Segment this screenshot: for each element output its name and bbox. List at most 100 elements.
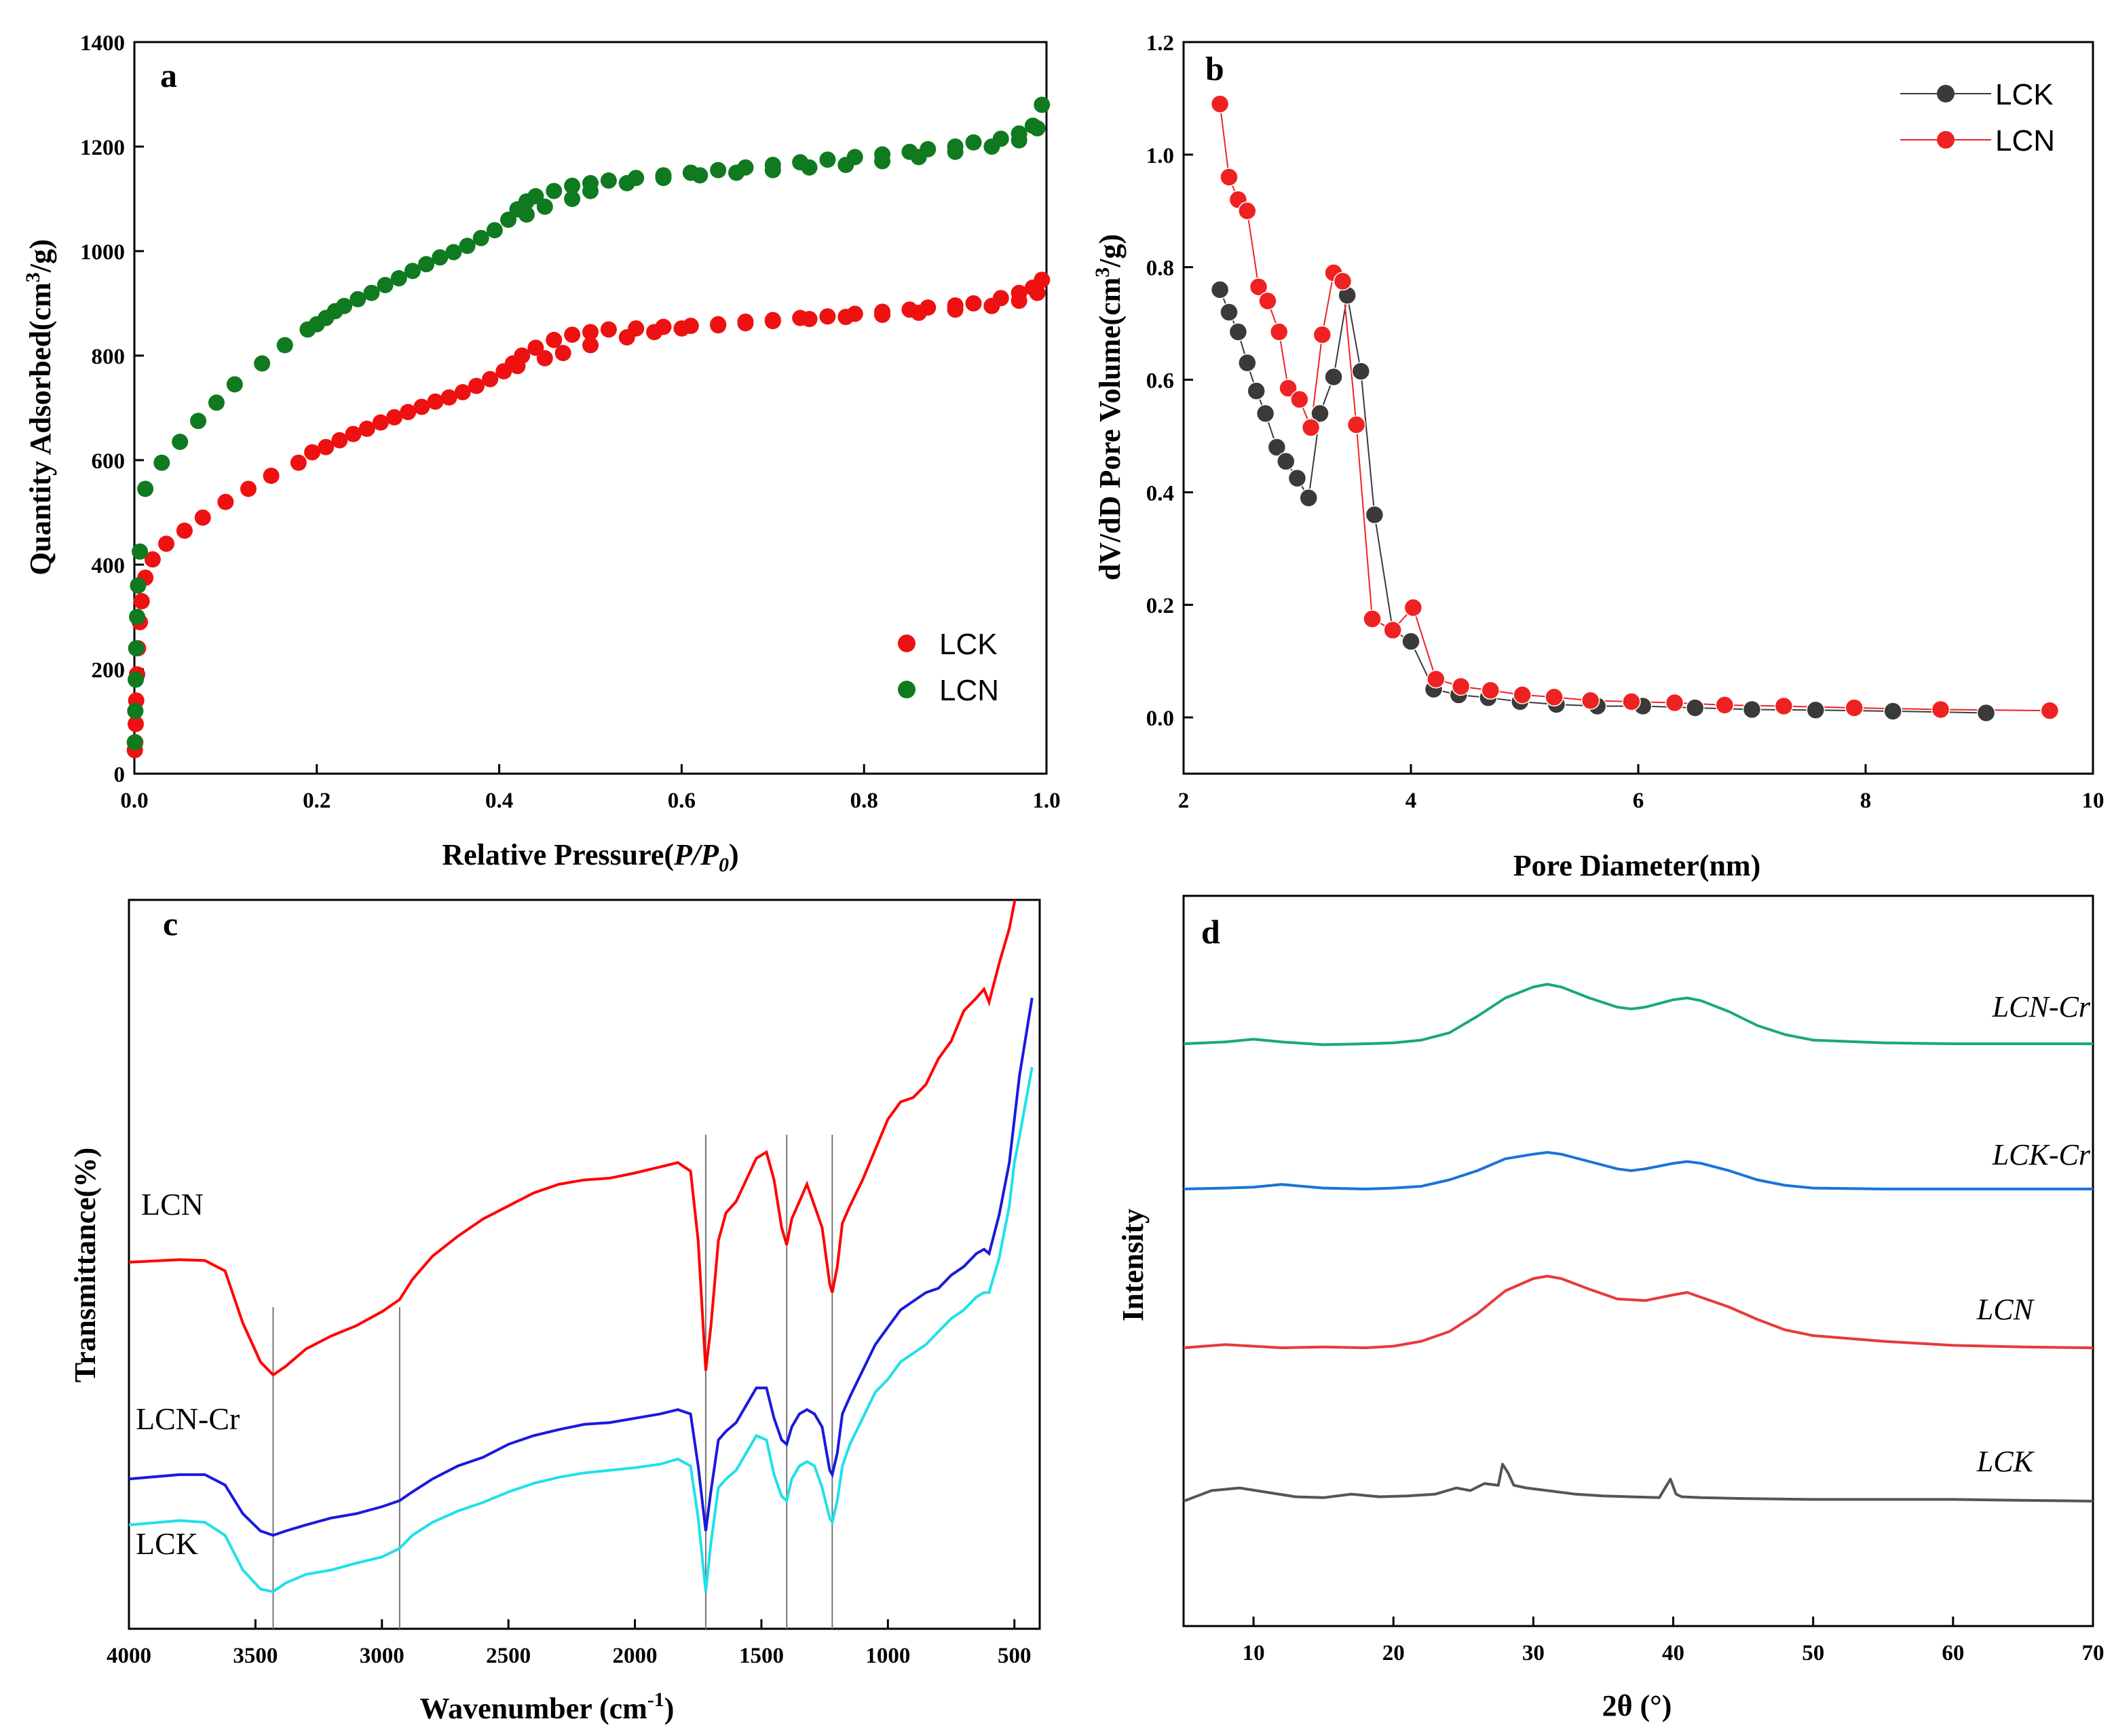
b-point-lcn bbox=[1665, 693, 1684, 713]
b-point-lck bbox=[1287, 468, 1307, 488]
b-point-lcn bbox=[1581, 691, 1600, 710]
a-point-lcn bbox=[536, 198, 553, 215]
d-xtick-label: 20 bbox=[1382, 1641, 1405, 1665]
a-point-lck bbox=[600, 321, 617, 338]
d-pattern-lck-cr bbox=[1183, 1151, 2093, 1190]
a-point-lcn bbox=[582, 183, 599, 200]
legend-b-lck-label: LCK bbox=[1995, 78, 2054, 111]
a-ytick-label: 600 bbox=[92, 449, 126, 474]
label-c-lcn: LCN bbox=[141, 1187, 204, 1222]
a-point-lcn bbox=[129, 609, 146, 625]
a-point-lcn bbox=[564, 191, 581, 207]
panel-d-frame bbox=[1182, 894, 2094, 1627]
a-xtick-label: 1.0 bbox=[1032, 789, 1060, 813]
a-point-lcn bbox=[336, 297, 353, 314]
b-point-lck bbox=[1267, 438, 1287, 457]
a-point-lcn bbox=[276, 337, 293, 354]
b-ytick-label: 0.0 bbox=[1146, 706, 1174, 731]
a-point-lcn bbox=[418, 256, 435, 273]
b-point-lcn bbox=[1333, 271, 1353, 291]
a-point-lck bbox=[386, 409, 403, 426]
a-point-lck bbox=[554, 345, 571, 362]
a-point-lck bbox=[263, 468, 280, 485]
a-point-lck bbox=[345, 426, 362, 442]
b-point-lck bbox=[1210, 280, 1230, 299]
b-point-lck bbox=[1324, 367, 1343, 387]
panel-a-label: a bbox=[160, 56, 177, 94]
b-point-lck bbox=[1365, 505, 1384, 525]
b-point-lck bbox=[1247, 381, 1266, 400]
b-point-lcn bbox=[1269, 322, 1289, 341]
b-point-lck bbox=[1806, 700, 1826, 720]
b-ytick-label: 1.0 bbox=[1146, 144, 1174, 168]
legend-a-lcn-marker bbox=[898, 681, 916, 698]
b-xtick-label: 2 bbox=[1178, 789, 1190, 813]
b-point-lck bbox=[1976, 703, 1996, 723]
b-point-lcn bbox=[1238, 202, 1257, 221]
a-point-lck bbox=[582, 324, 599, 341]
a-point-lcn bbox=[837, 156, 854, 173]
a-point-lcn bbox=[153, 454, 170, 471]
legend-a-lck-marker bbox=[898, 635, 916, 652]
d-xtick-label: 10 bbox=[1243, 1641, 1265, 1665]
a-point-lcn bbox=[350, 290, 366, 307]
a-point-lcn bbox=[377, 277, 394, 294]
a-point-lcn bbox=[1029, 120, 1046, 137]
a-point-lcn bbox=[618, 174, 635, 191]
b-point-lck bbox=[1351, 362, 1371, 381]
panel-b-plot: 2 4 6 8 10 0.0 0.2 0.4 0.6 0.8 1.0 1.2 bbox=[1146, 31, 2104, 813]
a-point-lcn bbox=[363, 284, 380, 301]
panel-d-label: d bbox=[1201, 913, 1220, 951]
a-point-lck bbox=[217, 493, 234, 510]
b-point-lck bbox=[1277, 452, 1296, 471]
legend-a-lcn-label: LCN bbox=[939, 674, 999, 707]
a-point-lck bbox=[176, 522, 193, 539]
panel-b-xlabel: Pore Diameter(nm) bbox=[1513, 849, 1760, 882]
panel-b-ylabel: dV/dD Pore Volume(cm3/g) bbox=[1091, 234, 1127, 580]
panel-a-ylabel: Quantity Adsorbed(cm3/g) bbox=[22, 239, 57, 575]
b-point-lcn bbox=[1346, 415, 1366, 434]
a-point-lcn bbox=[472, 229, 489, 246]
a-point-lcn bbox=[983, 138, 1000, 155]
a-point-lck bbox=[582, 337, 599, 354]
b-xtick-label: 8 bbox=[1860, 789, 1872, 813]
a-point-lcn bbox=[518, 206, 535, 223]
a-point-lck bbox=[482, 371, 499, 388]
a-xtick-label: 0.2 bbox=[303, 789, 331, 813]
panel-d-xlabel: 2θ (°) bbox=[1602, 1689, 1672, 1722]
a-point-lck bbox=[983, 297, 1000, 314]
a-point-lck bbox=[801, 311, 818, 328]
a-point-lck bbox=[710, 317, 727, 334]
a-point-lck bbox=[144, 551, 161, 568]
c-spectrum-lck bbox=[129, 1067, 1034, 1593]
b-point-lcn bbox=[1279, 379, 1298, 398]
a-point-lcn bbox=[710, 162, 727, 178]
b-point-lcn bbox=[1258, 291, 1277, 311]
b-point-lck bbox=[1238, 353, 1257, 373]
label-d-lcn: LCN bbox=[1976, 1293, 2035, 1326]
a-point-lcn bbox=[692, 167, 709, 184]
a-point-lck bbox=[133, 592, 150, 609]
a-point-lcn bbox=[226, 376, 243, 393]
a-point-lck bbox=[837, 309, 854, 326]
a-point-lcn bbox=[874, 153, 891, 170]
b-point-lcn bbox=[1427, 669, 1446, 689]
legend-b-lcn-label: LCN bbox=[1995, 124, 2055, 157]
b-line-lck bbox=[1219, 289, 1986, 714]
b-xtick-label: 4 bbox=[1405, 789, 1417, 813]
a-point-lcn bbox=[172, 434, 189, 451]
b-ytick-label: 1.2 bbox=[1146, 31, 1174, 56]
c-xtick-label: 1500 bbox=[739, 1644, 784, 1668]
a-point-lcn bbox=[655, 170, 672, 187]
a-point-lck bbox=[318, 438, 335, 455]
c-xtick-label: 2000 bbox=[613, 1644, 658, 1668]
a-point-lck bbox=[358, 420, 375, 437]
a-point-lck bbox=[737, 315, 754, 332]
c-spectrum-lcn bbox=[129, 900, 1017, 1377]
c-xtick-label: 500 bbox=[998, 1644, 1032, 1668]
a-xtick-label: 0.0 bbox=[120, 789, 148, 813]
b-point-lcn bbox=[1481, 681, 1500, 700]
a-point-lck bbox=[947, 301, 964, 318]
b-point-lcn bbox=[1383, 620, 1402, 640]
a-point-lck bbox=[331, 432, 348, 449]
